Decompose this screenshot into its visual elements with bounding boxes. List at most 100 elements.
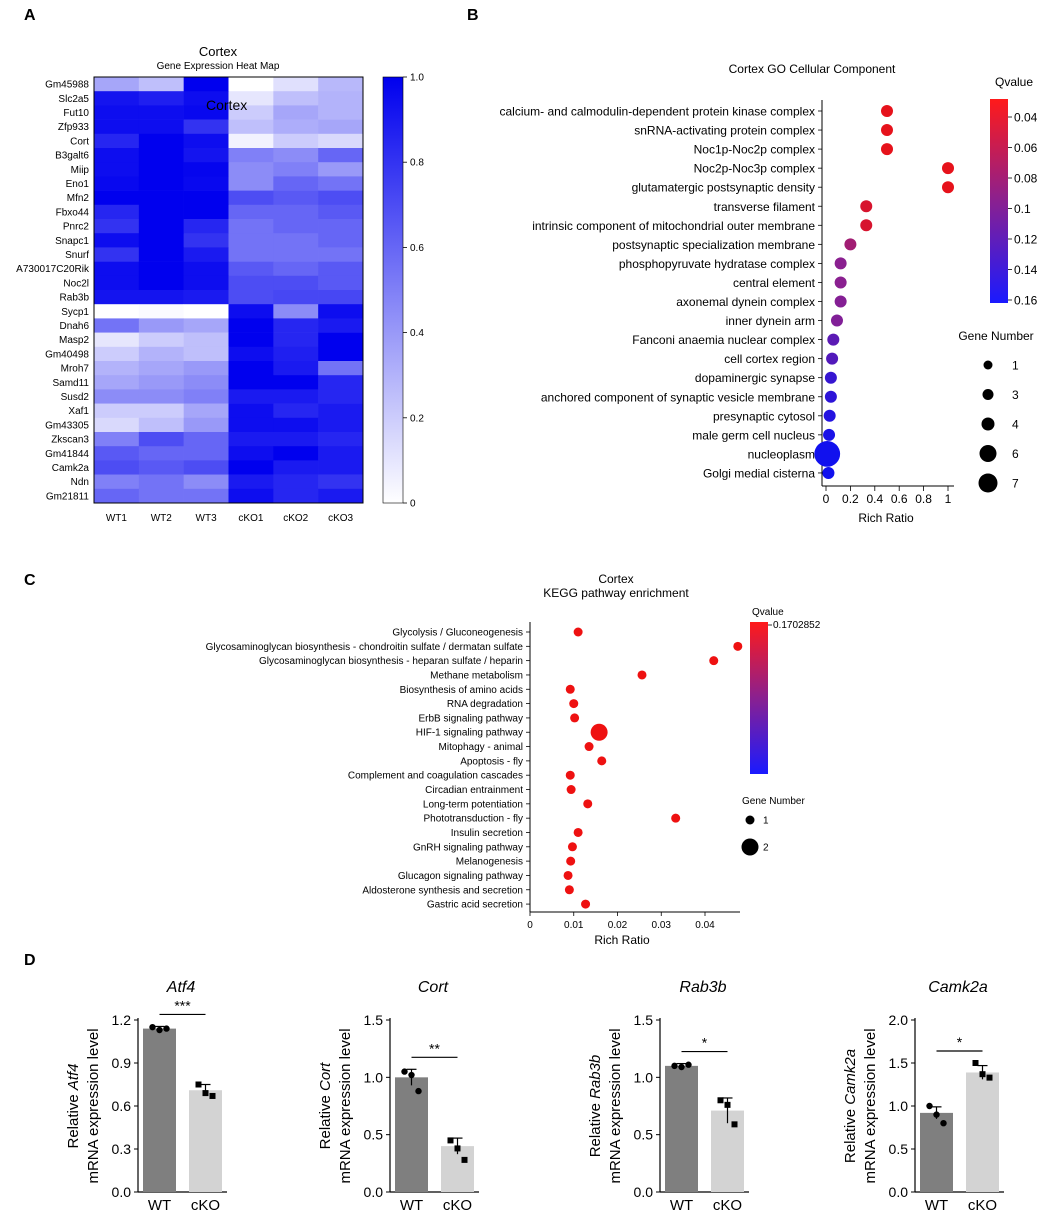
go-dot — [881, 105, 893, 117]
heatmap-cell — [318, 488, 364, 504]
bar-point — [156, 1026, 163, 1034]
go-qvalue-tick-label: 0.08 — [1014, 172, 1038, 186]
heatmap-cell — [183, 233, 229, 248]
heatmap-cell — [318, 375, 364, 390]
heatmap-cell — [94, 474, 140, 490]
heatmap-cell — [183, 403, 229, 419]
bar-ylabel: Relative Rab3b mRNA expression level — [587, 1028, 624, 1183]
panel-label-d: D — [24, 952, 36, 969]
kegg-size-legend-label: 2 — [763, 843, 769, 854]
bar-ylabel: Relative Camk2a mRNA expression level — [842, 1028, 879, 1183]
bar-point — [209, 1092, 216, 1099]
heatmap-cell — [138, 77, 184, 92]
bar-y-tick-label: 0.3 — [112, 1141, 132, 1157]
go-dot — [860, 200, 873, 213]
heatmap-row-label: Mfn2 — [67, 193, 90, 204]
heatmap-col-label: WT1 — [106, 513, 128, 524]
kegg-dot — [566, 785, 576, 795]
go-category-label: phosphopyruvate hydratase complex — [619, 257, 815, 271]
kegg-size-legend-dot — [745, 815, 755, 825]
bar-y-tick-label: 0.5 — [889, 1141, 909, 1157]
heatmap-cell — [318, 162, 364, 177]
heatmap-cell — [138, 176, 184, 191]
heatmap-row-label: Xaf1 — [68, 406, 89, 417]
kegg-x-tick-label: 0.03 — [652, 920, 672, 931]
bar-point — [415, 1087, 422, 1095]
bar-ylabel-line2: mRNA expression level — [337, 1028, 354, 1183]
heatmap-cell — [273, 133, 319, 149]
heatmap-cell — [94, 162, 140, 177]
heatmap-cell — [183, 290, 229, 305]
kegg-category-label: Complement and coagulation cascades — [348, 771, 523, 782]
heatmap-cell — [273, 105, 319, 120]
go-category-label: central element — [733, 276, 816, 290]
colorbar-tick-label: 0.6 — [410, 243, 424, 254]
heatmap-title: Cortex — [199, 44, 238, 59]
heatmap-cell — [138, 119, 184, 135]
heatmap-cell — [94, 346, 140, 362]
bar-ylabel: Relative Atf4 mRNA expression level — [65, 1028, 102, 1183]
go-x-tick-label: 0.6 — [891, 492, 908, 506]
heatmap-cell — [94, 275, 140, 291]
kegg-dot — [565, 770, 575, 780]
heatmap-cell — [228, 304, 274, 319]
heatmap-cell — [273, 233, 319, 248]
go-category-label: dopaminergic synapse — [695, 371, 815, 385]
heatmap-cell — [318, 190, 364, 206]
go-category-label: nucleoplasm — [748, 447, 815, 461]
go-qvalue-tick-label: 0.06 — [1014, 141, 1038, 155]
kegg-size-legend-label: 1 — [763, 816, 769, 827]
heatmap-cell — [94, 105, 140, 120]
heatmap-cell — [183, 375, 229, 390]
heatmap-cell — [228, 204, 274, 220]
kegg-dot — [709, 656, 719, 666]
go-category-label: anchored component of synaptic vesicle m… — [541, 390, 815, 404]
bar-y-tick-label: 1.5 — [634, 1012, 654, 1028]
bar-point — [724, 1101, 731, 1108]
bar-point — [678, 1063, 685, 1071]
go-dot — [822, 466, 835, 479]
significance-stars: * — [957, 1034, 963, 1050]
heatmap-cell — [273, 148, 319, 163]
kegg-qvalue-colorbar — [750, 622, 768, 774]
kegg-category-label: Insulin secretion — [451, 828, 523, 839]
heatmap-cell — [138, 219, 184, 234]
heatmap-cell — [273, 446, 319, 461]
kegg-category-label: ErbB signaling pathway — [418, 713, 523, 724]
kegg-dot — [566, 856, 576, 866]
heatmap-cell — [273, 361, 319, 376]
go-dot — [881, 143, 893, 156]
heatmap-row-label: Mroh7 — [61, 364, 90, 375]
heatmap-cell — [228, 190, 274, 206]
heatmap-row-label: Cort — [70, 136, 89, 147]
heatmap-cell — [94, 446, 140, 461]
bar-ylabel-gene: Rab3b — [587, 1055, 604, 1099]
go-category-label: presynaptic cytosol — [713, 409, 815, 423]
kegg-dot — [590, 723, 608, 741]
bar-point — [671, 1062, 678, 1070]
heatmap-cell — [138, 346, 184, 362]
go-dot — [814, 441, 841, 467]
heatmap-row-label: Gm40498 — [45, 349, 89, 360]
heatmap-cell — [94, 375, 140, 390]
heatmap-cell — [138, 148, 184, 163]
heatmap-cell — [228, 261, 274, 277]
heatmap-cell — [94, 488, 140, 504]
heatmap-col-label: cKO3 — [328, 513, 353, 524]
bar-x-label: WT — [148, 1197, 171, 1214]
bar-x-label: cKO — [191, 1197, 220, 1214]
heatmap-cell — [183, 332, 229, 348]
heatmap-cell — [318, 119, 364, 135]
go-size-legend-dot — [983, 360, 993, 370]
heatmap-cell — [94, 233, 140, 248]
heatmap-cell — [94, 204, 140, 220]
kegg-category-label: Melanogenesis — [456, 857, 523, 868]
kegg-x-tick-label: 0.02 — [608, 920, 628, 931]
heatmap-colorbar — [382, 76, 404, 504]
go-dot — [834, 276, 847, 289]
heatmap-cell — [138, 417, 184, 433]
heatmap-cell — [94, 133, 140, 149]
heatmap-row-label: Ndn — [71, 477, 89, 488]
